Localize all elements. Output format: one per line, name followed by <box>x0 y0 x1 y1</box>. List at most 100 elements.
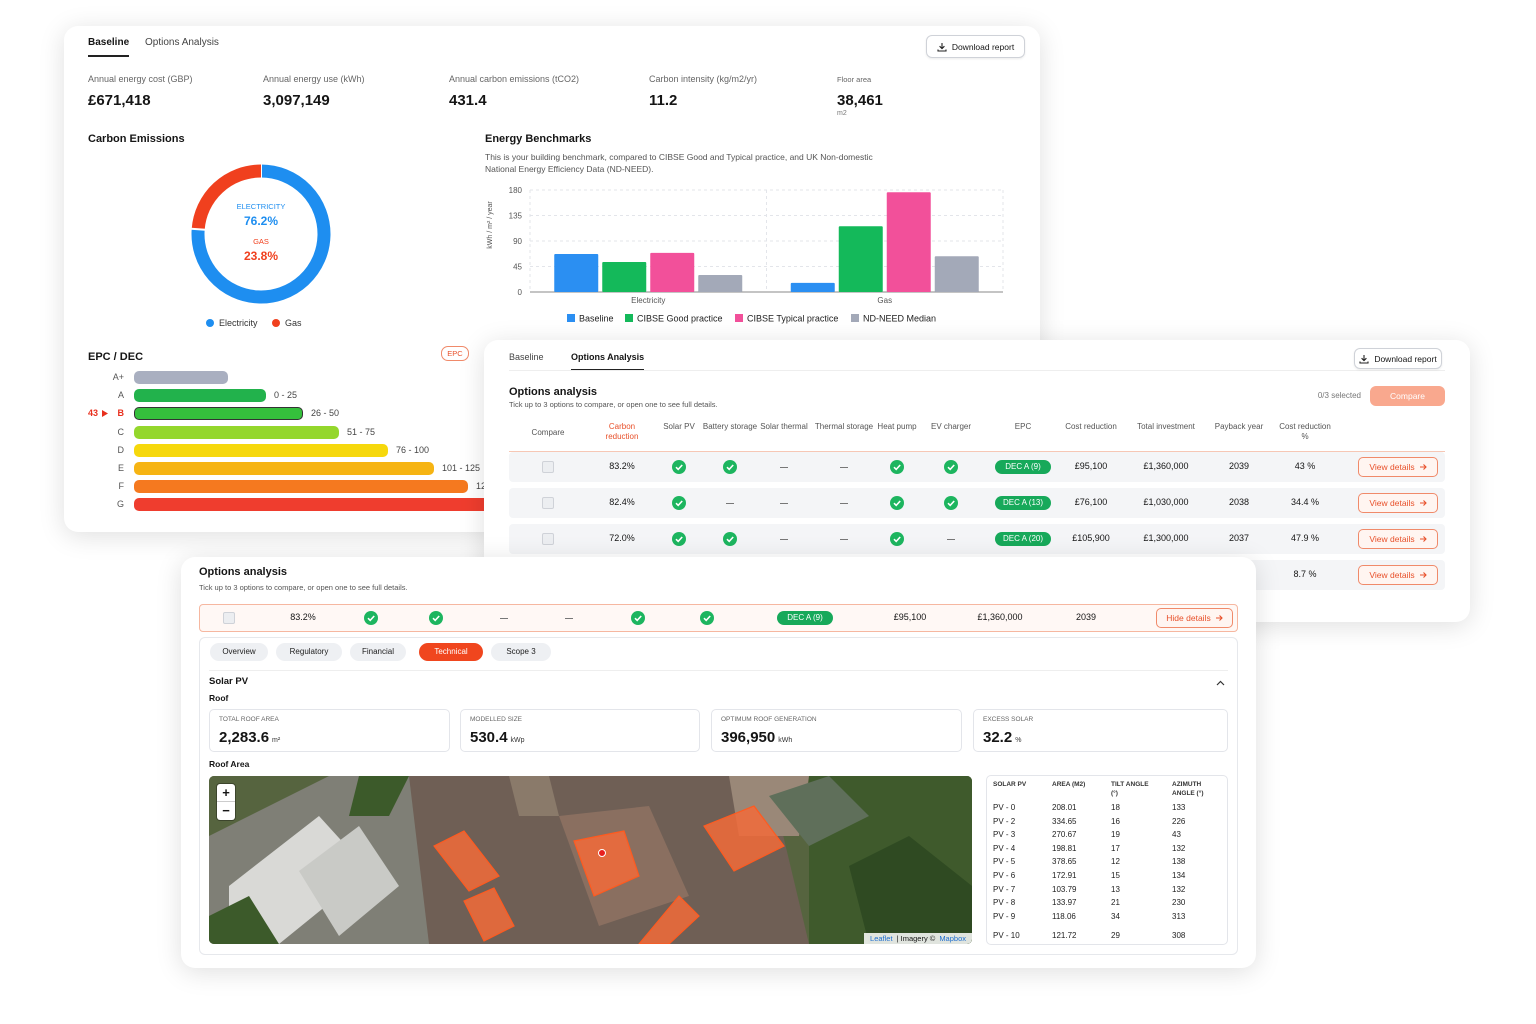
detail-tab[interactable]: Overview <box>210 643 268 661</box>
epc-band: B <box>117 408 125 419</box>
legend-dot <box>206 319 214 327</box>
details-button[interactable]: View details <box>1358 457 1438 477</box>
checkbox[interactable] <box>223 612 235 624</box>
metric-value: £671,418 <box>88 92 151 109</box>
epc-pill: DEC A (9) <box>995 460 1051 474</box>
arrow <box>1419 572 1427 578</box>
details-button[interactable]: View details <box>1358 529 1438 549</box>
dash <box>840 467 848 468</box>
tab[interactable]: Options Analysis <box>571 352 645 371</box>
x-tick-label: Gas <box>877 296 892 305</box>
download-button[interactable]: Download report <box>926 35 1025 58</box>
section-title: Energy Benchmarks <box>485 133 592 145</box>
details-button[interactable]: View details <box>1358 493 1438 513</box>
map-area <box>209 896 279 944</box>
pv-cell: 19 <box>1111 830 1120 840</box>
y-axis-label: kWh / m² / year <box>487 201 494 249</box>
download-glyph <box>1359 354 1369 364</box>
pv-cell: PV - 2 <box>993 816 1016 826</box>
detail-tab[interactable]: Technical <box>419 643 483 661</box>
check-mark <box>893 464 901 471</box>
collapse-icon <box>1216 680 1225 686</box>
selected-count: 0/3 selected <box>1317 391 1361 400</box>
x-tick-label: Electricity <box>631 296 665 305</box>
cell: £1,360,000 <box>977 612 1023 622</box>
stat-value: 32.2 <box>983 729 1013 746</box>
check-mark <box>675 536 683 543</box>
checkbox[interactable] <box>542 533 554 545</box>
pv-header: AZIMUTH ANGLE (°) <box>1172 781 1204 797</box>
checkbox[interactable] <box>542 461 554 473</box>
pv-cell: 134 <box>1172 871 1186 880</box>
epc-band: A <box>117 390 124 401</box>
y-tick-label: 180 <box>509 186 523 195</box>
column-header: Compare <box>531 428 565 437</box>
check-icon <box>700 611 714 625</box>
legend-label: CIBSE Typical practice <box>747 314 838 324</box>
tab[interactable]: Options Analysis <box>145 37 219 48</box>
detail-tab[interactable]: Financial <box>350 643 406 661</box>
pv-panel <box>463 887 515 942</box>
zoom-button[interactable]: − <box>222 803 230 818</box>
pv-cell: 121.72 <box>1052 931 1077 941</box>
attribution-part: Leaflet <box>870 934 893 943</box>
check-bg <box>890 532 904 546</box>
bar <box>838 226 883 292</box>
check-bg <box>700 611 714 625</box>
column-header: Thermal storage <box>814 422 874 431</box>
bar-chart: 0 45 90 135 180 kWh / m² / year Electricity Gas… <box>487 186 1004 324</box>
legend-swatch <box>625 314 633 322</box>
pv-header: TILT ANGLE (°) <box>1111 781 1149 797</box>
legend-swatch <box>851 314 859 322</box>
check-mark <box>432 615 440 622</box>
stat-unit: m² <box>272 737 281 744</box>
table-row <box>509 452 1445 482</box>
cell: £1,360,000 <box>1143 461 1189 471</box>
detail-tab[interactable]: Regulatory <box>276 643 342 661</box>
pv-cell: PV - 3 <box>993 830 1016 840</box>
check-bg <box>723 460 737 474</box>
stat-value: 396,950 <box>721 729 776 746</box>
epc-bar <box>134 462 434 475</box>
dash <box>500 618 508 619</box>
bar <box>602 261 647 292</box>
stat-box: EXCESS SOLAR 32.2% <box>973 709 1228 752</box>
epc-bar <box>134 389 266 403</box>
epc-range: 26 - 50 <box>311 408 340 419</box>
stat-box: MODELLED SIZE 530.4 kWp <box>460 709 700 752</box>
stat-unit: % <box>1015 737 1022 744</box>
checkbox[interactable] <box>542 497 554 509</box>
pv-header: SOLAR PV <box>993 781 1027 788</box>
legend-label: Electricity <box>219 318 258 328</box>
pv-cell: 208.01 <box>1052 803 1077 812</box>
epc-band: F <box>118 481 125 492</box>
details-button[interactable]: Hide details <box>1156 608 1233 628</box>
pv-cell: PV - 0 <box>993 803 1016 812</box>
zoom-button[interactable]: + <box>217 784 235 802</box>
check-icon <box>364 611 378 625</box>
check-icon <box>723 532 737 546</box>
tab[interactable]: Baseline <box>88 37 130 57</box>
details-button[interactable]: View details <box>1358 565 1438 585</box>
pv-cell: PV - 6 <box>993 871 1016 880</box>
download-button[interactable]: Download report <box>1354 348 1442 369</box>
pv-cell: 133.97 <box>1052 898 1077 908</box>
metric-value: 11.2 <box>649 92 678 109</box>
tab[interactable]: Baseline <box>509 352 544 362</box>
pv-cell: 29 <box>1111 931 1120 941</box>
subsection-title: Roof <box>209 693 229 703</box>
table-subtitle: Tick up to 3 options to compare, or open… <box>509 400 718 409</box>
pv-cell: 43 <box>1172 830 1181 840</box>
detail-tab[interactable]: Scope 3 <box>491 643 551 661</box>
pv-cell: 313 <box>1172 911 1186 921</box>
cell: 83.2% <box>609 461 635 471</box>
stat-label: EXCESS SOLAR <box>983 716 1034 723</box>
compare-button[interactable]: Compare <box>1370 386 1445 406</box>
check-icon <box>944 460 958 474</box>
arrow-icon <box>1419 500 1427 506</box>
tab-divider <box>509 370 1445 371</box>
column-header: EV charger <box>930 422 972 431</box>
pv-cell: 13 <box>1111 884 1120 894</box>
check-bg <box>944 496 958 510</box>
y-tick-label: 90 <box>513 237 522 246</box>
